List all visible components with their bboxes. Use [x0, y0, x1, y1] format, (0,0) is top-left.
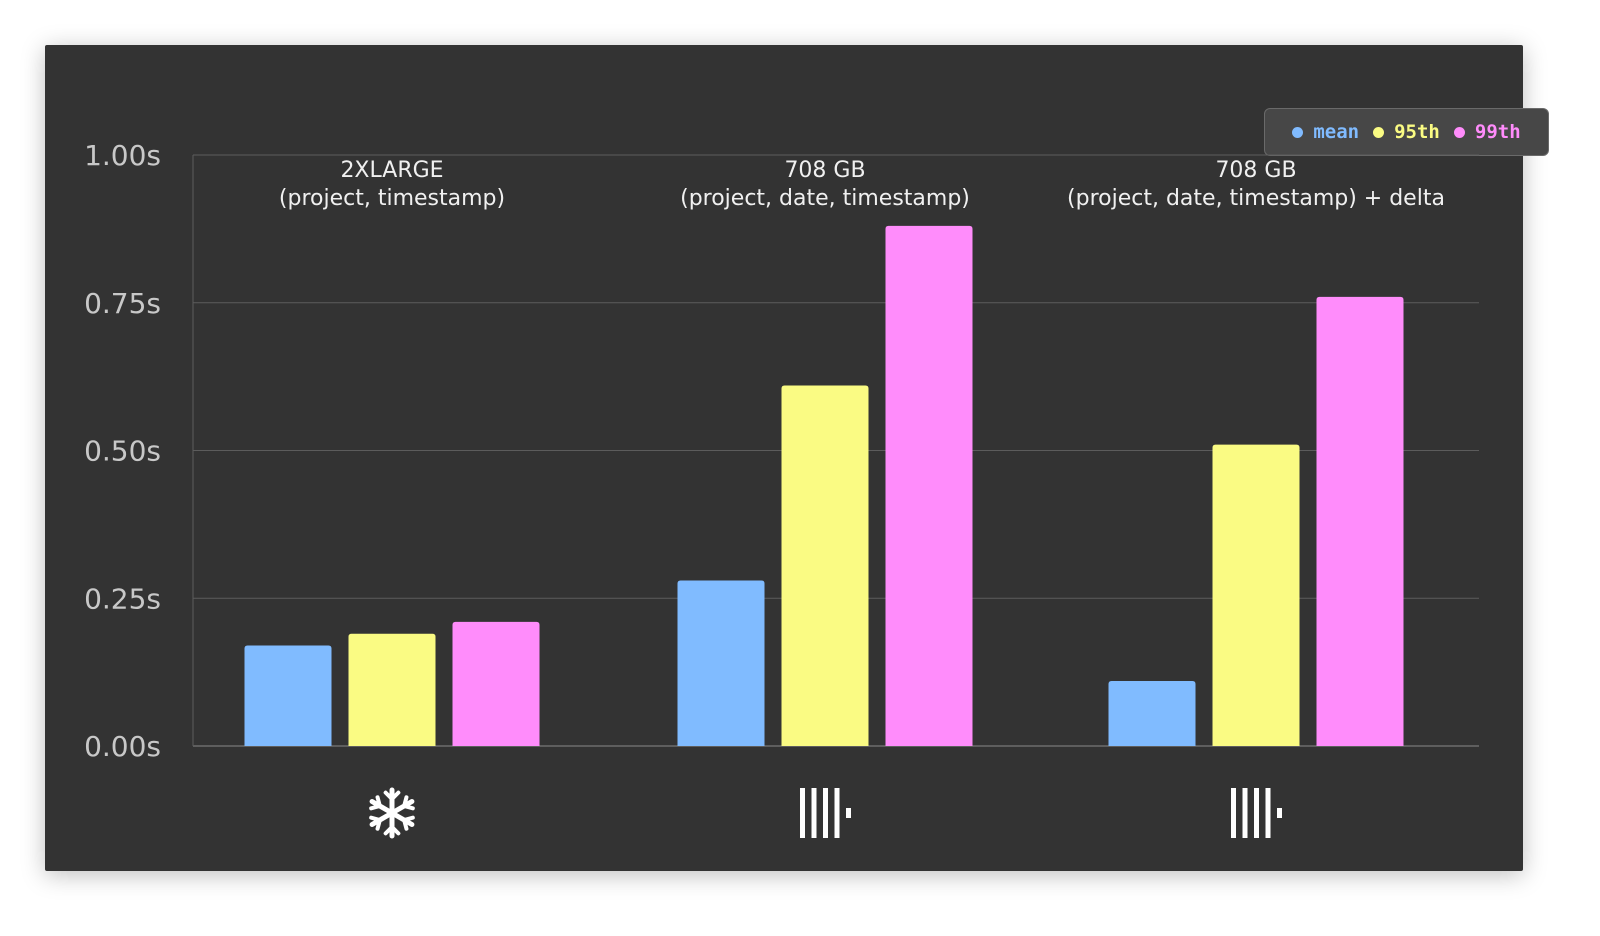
y-tick-label: 0.75s	[84, 287, 161, 320]
category-subtitle: (project, date, timestamp)	[680, 186, 970, 211]
legend-label: 95th	[1394, 121, 1440, 143]
bar-99th	[885, 225, 973, 747]
category-subtitle: (project, date, timestamp) + delta	[1067, 186, 1445, 211]
category-title: 708 GB	[1215, 158, 1296, 183]
legend-label: mean	[1313, 121, 1360, 143]
legend-dot	[1373, 126, 1385, 138]
clickhouse-logo-icon	[1231, 788, 1282, 838]
legend-dot	[1292, 126, 1304, 138]
clickhouse-logo-icon	[800, 788, 851, 838]
legend-label: 99th	[1474, 121, 1521, 143]
legend-item-99th: 99th	[1453, 121, 1521, 143]
legend-item-95th: 95th	[1373, 121, 1440, 143]
bar-mean	[1108, 680, 1196, 746]
y-tick-label: 1.00s	[84, 139, 161, 172]
bar-99th	[452, 621, 540, 746]
legend-dot	[1453, 126, 1465, 138]
category-title: 708 GB	[784, 158, 865, 183]
y-tick-label: 0.50s	[84, 435, 161, 468]
y-tick-label: 0.25s	[84, 582, 161, 615]
bar-95th	[348, 633, 436, 746]
bar-mean	[677, 580, 765, 746]
bar-mean	[244, 645, 332, 746]
category-subtitle: (project, timestamp)	[279, 186, 505, 211]
legend-item-mean: mean	[1292, 121, 1359, 143]
category-title: 2XLARGE	[340, 158, 443, 183]
bar-95th	[781, 385, 869, 746]
bar-99th	[1316, 296, 1404, 746]
legend: mean 95th 99th	[1264, 108, 1549, 156]
snowflake-icon	[369, 787, 415, 839]
bar-95th	[1212, 444, 1300, 746]
y-tick-label: 0.00s	[84, 730, 161, 763]
